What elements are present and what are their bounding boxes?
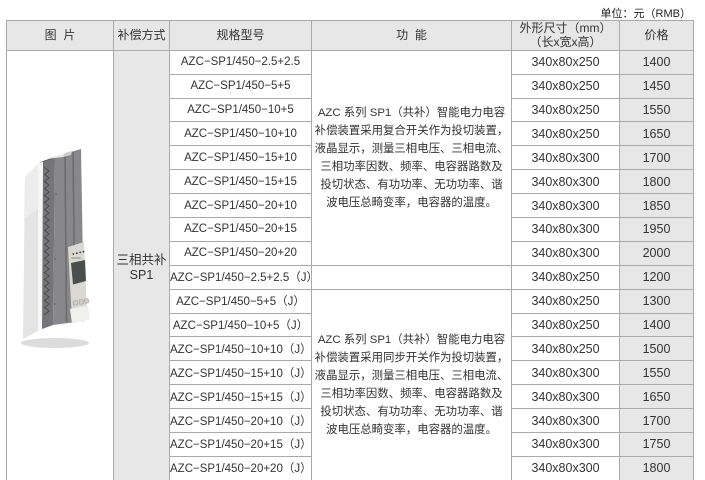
svg-text:ON RUN: ON RUN bbox=[71, 257, 81, 260]
